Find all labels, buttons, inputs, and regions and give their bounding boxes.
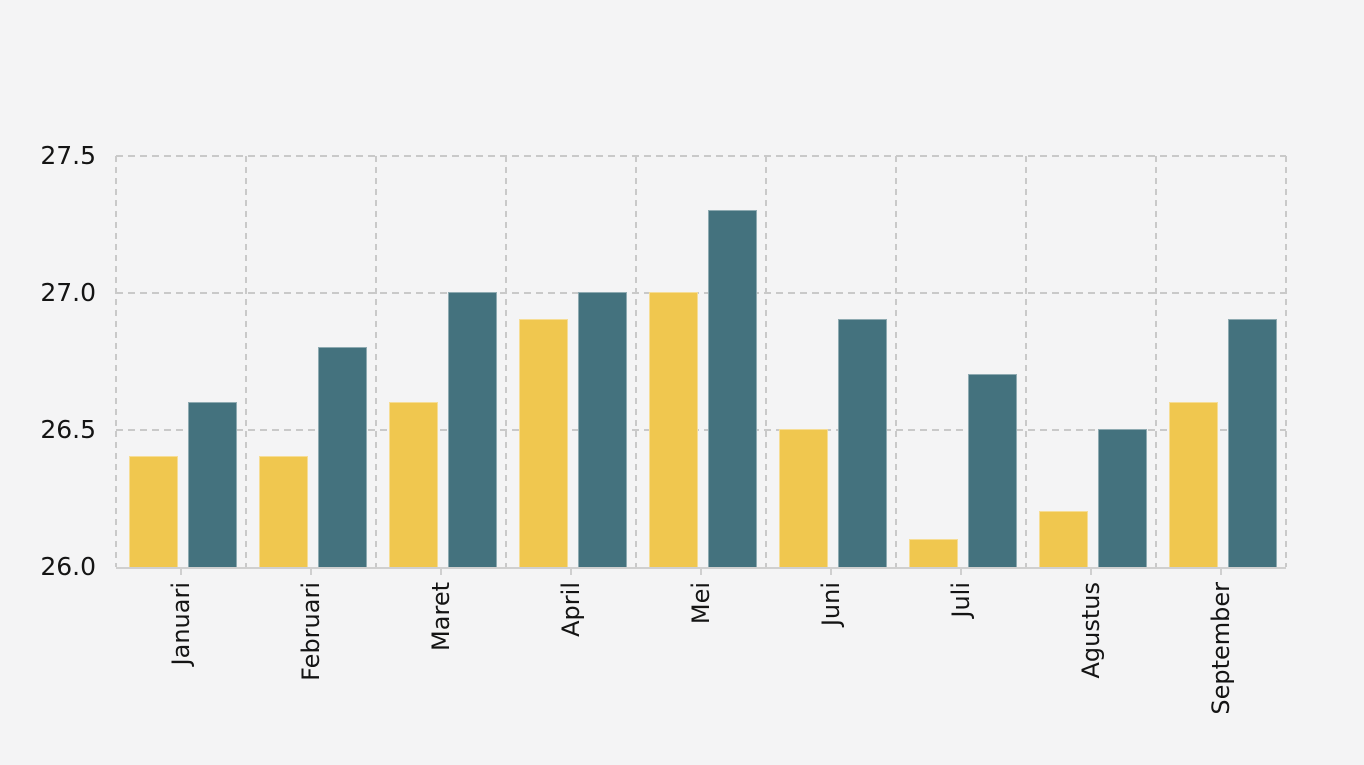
x-tick-label-februari: Februari (296, 582, 325, 681)
bar-yellow-januari (129, 456, 178, 567)
bar-yellow-juni (779, 429, 828, 567)
vertical-gridline (1285, 156, 1287, 567)
bar-yellow-mei (649, 292, 698, 567)
x-tick-label-april: April (556, 582, 585, 637)
vertical-gridline (895, 156, 897, 567)
vertical-gridline (1025, 156, 1027, 567)
bar-teal-februari (318, 347, 367, 567)
y-tick-label: 26.0 (40, 552, 96, 581)
vertical-gridline (505, 156, 507, 567)
x-tick (700, 569, 702, 575)
x-tick-label-juli: Juli (946, 582, 975, 618)
x-tick-label-september: September (1206, 582, 1235, 715)
x-tick (310, 569, 312, 575)
horizontal-gridline (116, 155, 1286, 157)
x-tick (1220, 569, 1222, 575)
vertical-gridline (1155, 156, 1157, 567)
horizontal-gridline (116, 429, 1286, 431)
x-tick-label-mei: Mei (686, 582, 715, 625)
vertical-gridline (245, 156, 247, 567)
bar-teal-januari (188, 402, 237, 567)
bar-teal-september (1228, 319, 1277, 567)
bar-teal-juni (838, 319, 887, 567)
horizontal-gridline (116, 292, 1286, 294)
bar-yellow-agustus (1039, 511, 1088, 567)
bar-teal-agustus (1098, 429, 1147, 567)
bar-yellow-juli (909, 539, 958, 567)
x-tick (960, 569, 962, 575)
x-tick (830, 569, 832, 575)
x-tick-label-januari: Januari (166, 582, 195, 666)
y-tick-label: 27.5 (40, 141, 96, 170)
bar-teal-juli (968, 374, 1017, 567)
bar-yellow-april (519, 319, 568, 567)
y-tick-label: 27.0 (40, 278, 96, 307)
y-tick-label: 26.5 (40, 415, 96, 444)
vertical-gridline (375, 156, 377, 567)
vertical-gridline (635, 156, 637, 567)
bar-yellow-september (1169, 402, 1218, 567)
plot-area (115, 155, 1287, 569)
x-tick-label-agustus: Agustus (1076, 582, 1105, 679)
x-tick (570, 569, 572, 575)
bar-teal-mei (708, 210, 757, 567)
x-tick-label-juni: Juni (816, 582, 845, 627)
bar-teal-april (578, 292, 627, 567)
x-tick (180, 569, 182, 575)
bar-yellow-februari (259, 456, 308, 567)
vertical-gridline (115, 156, 117, 567)
x-tick (440, 569, 442, 575)
x-tick-label-maret: Maret (426, 582, 455, 651)
bar-teal-maret (448, 292, 497, 567)
vertical-gridline (765, 156, 767, 567)
x-tick (1090, 569, 1092, 575)
bar-yellow-maret (389, 402, 438, 567)
